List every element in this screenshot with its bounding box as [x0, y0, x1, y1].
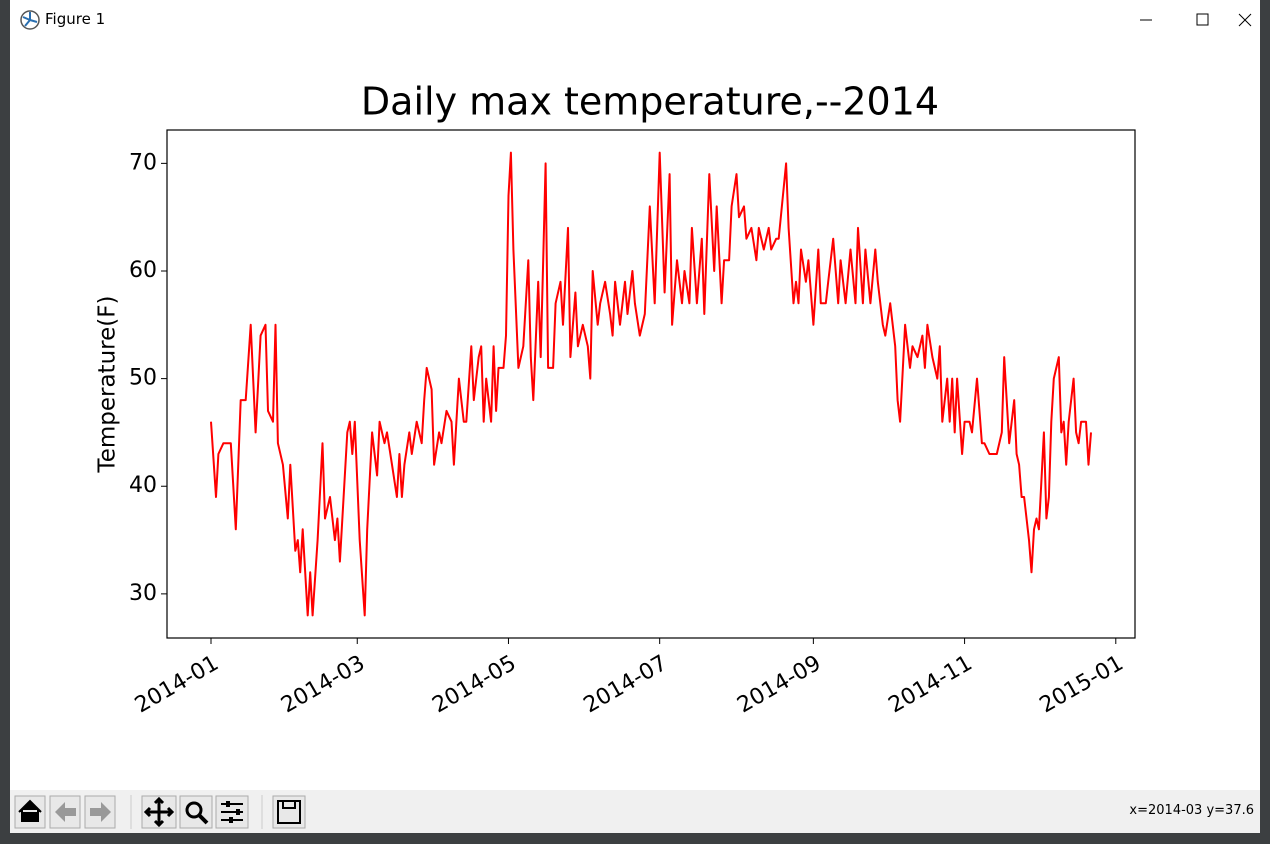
x-tick-label: 2014-11 — [884, 651, 976, 719]
window-controls — [1140, 13, 1252, 27]
maximize-button[interactable] — [1196, 13, 1209, 26]
y-tick-label: 50 — [129, 366, 157, 391]
pan-button[interactable] — [141, 795, 177, 829]
app-icon — [20, 10, 40, 30]
x-tick-label: 2014-03 — [277, 651, 369, 719]
axes-frame — [166, 129, 1136, 639]
x-tick-label: 2014-09 — [733, 651, 825, 719]
y-tick-label: 30 — [129, 581, 157, 606]
y-tick-label: 60 — [129, 258, 157, 283]
configure-button[interactable] — [215, 795, 249, 829]
window-title: Figure 1 — [45, 10, 106, 28]
chart: Daily max temperature,--2014 Temperature… — [95, 80, 1136, 719]
y-tick-label: 70 — [129, 150, 157, 175]
window: Figure 1 Daily max temperature,--2014 Te… — [10, 0, 1260, 833]
title-bar: Figure 1 — [10, 0, 1260, 40]
x-tick-label: 2014-01 — [131, 651, 223, 719]
status-text: x=2014-03 y=37.6 — [1129, 803, 1254, 818]
back-button[interactable] — [49, 795, 81, 829]
close-button[interactable] — [1238, 13, 1252, 27]
x-tick-label: 2014-05 — [428, 651, 520, 719]
save-button[interactable] — [272, 795, 306, 829]
x-tick-label: 2014-07 — [580, 651, 672, 719]
toolbar-buttons — [14, 795, 306, 829]
temperature-line — [210, 151, 1092, 617]
y-tick-label: 40 — [129, 473, 157, 498]
y-axis-label: Temperature(F) — [95, 296, 121, 474]
chart-title: Daily max temperature,--2014 — [361, 80, 939, 124]
x-tick-label: 2015-01 — [1036, 651, 1128, 719]
home-button[interactable] — [14, 795, 46, 829]
zoom-button[interactable] — [179, 795, 213, 829]
toolbar: x=2014-03 y=37.6 — [10, 790, 1260, 833]
forward-button[interactable] — [84, 795, 116, 829]
